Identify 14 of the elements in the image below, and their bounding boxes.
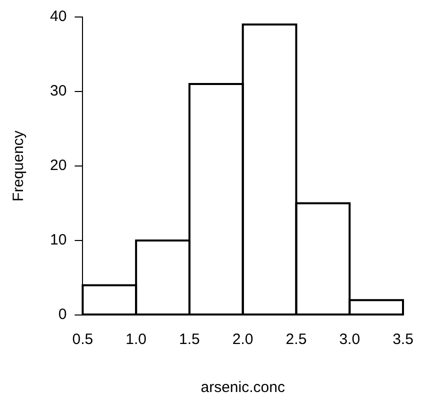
- y-axis-title: Frequency: [10, 130, 28, 202]
- x-axis-title: arsenic.conc: [200, 379, 286, 396]
- x-tick-label: 3.5: [392, 331, 414, 348]
- x-tick-label: 1.5: [179, 331, 200, 348]
- y-tick-label: 20: [50, 157, 67, 174]
- y-tick-label: 30: [50, 82, 67, 100]
- y-tick-label: 0: [58, 306, 67, 324]
- x-tick-label: 3.0: [339, 331, 360, 348]
- y-tick-label: 40: [50, 8, 67, 26]
- x-tick-label: 0.5: [72, 331, 94, 348]
- x-tick-label: 1.0: [126, 331, 146, 348]
- y-tick-label: 10: [50, 232, 67, 249]
- x-tick-label: 2.5: [286, 331, 307, 348]
- x-tick-label: 2.0: [232, 331, 254, 348]
